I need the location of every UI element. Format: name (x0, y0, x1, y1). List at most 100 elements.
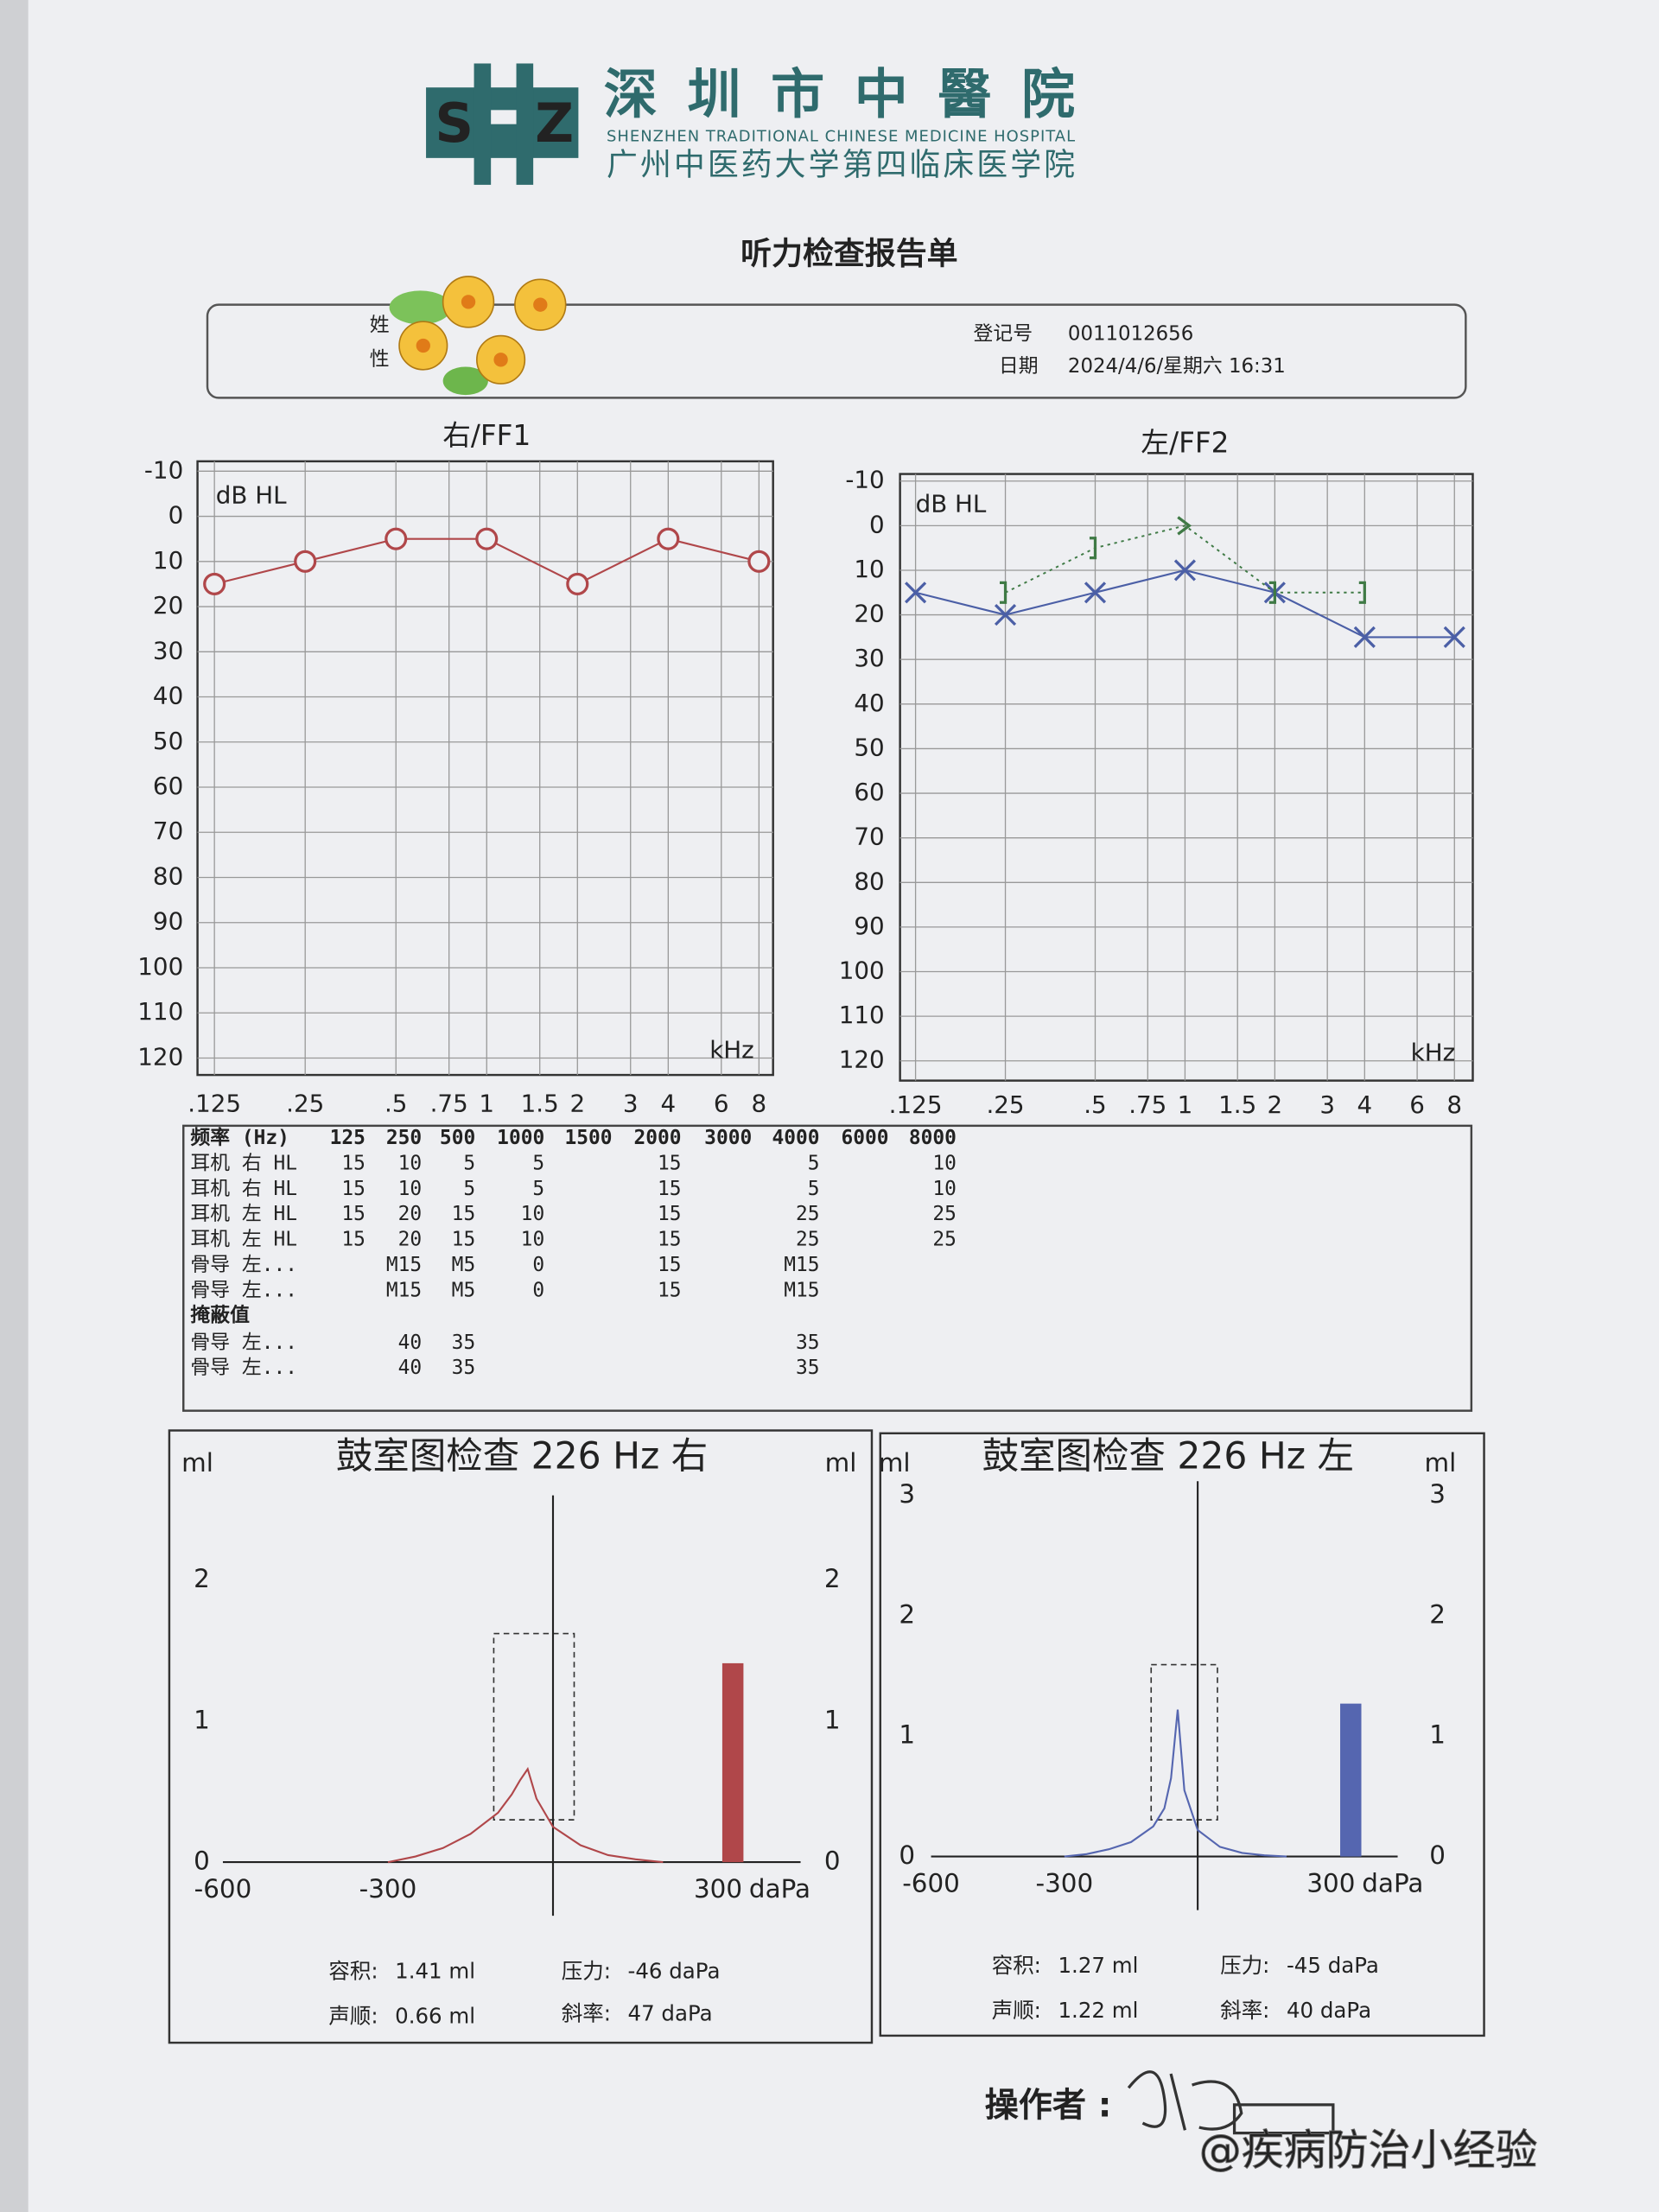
marker (1084, 582, 1107, 604)
table-cell: 5 (532, 1152, 544, 1174)
column-header: 125 (330, 1127, 365, 1149)
marker (566, 572, 589, 595)
x-tick-label: 2 (569, 1089, 585, 1117)
y-tick-label: 70 (854, 823, 884, 851)
y-tick-label: 2 (194, 1564, 210, 1593)
table-cell: 5 (463, 1152, 475, 1174)
row-label: 耳机 左 HL (190, 1229, 297, 1251)
stat-value: 1.22 ml (1058, 1998, 1138, 2023)
paper (28, 0, 1659, 2212)
table-cell: 25 (932, 1203, 957, 1225)
y-tick-label: 80 (153, 862, 183, 891)
y-tick-label: 20 (854, 600, 884, 628)
y-tick-label: 120 (839, 1046, 885, 1074)
marker (1000, 581, 1007, 604)
y-tick-label: 40 (153, 682, 183, 710)
y-tick-label: 1 (194, 1705, 210, 1734)
stat-label: 声顺: (328, 2004, 378, 2029)
date-label: 日期 (999, 355, 1039, 378)
row-label: 骨导 左... (190, 1332, 297, 1354)
x-tick-label: 2 (1268, 1090, 1283, 1119)
y-tick-label: 20 (153, 591, 183, 620)
volume-bar (1340, 1703, 1362, 1857)
flower-sticker (389, 276, 567, 396)
table-cell: M15 (386, 1279, 422, 1301)
row-label: 掩蔽值 (190, 1304, 250, 1327)
x-tick-label: 300 (1306, 1869, 1355, 1898)
row-label: 骨导 左... (190, 1279, 297, 1301)
table-cell: 5 (808, 1178, 820, 1200)
column-header: 频率 (Hz) (190, 1126, 289, 1149)
stat-label: 压力: (1220, 1953, 1269, 1978)
stat-value: -45 daPa (1287, 1953, 1379, 1978)
table-cell: M15 (784, 1279, 819, 1301)
x-tick-label: -600 (902, 1869, 960, 1898)
y-tick-label: 30 (153, 636, 183, 664)
table-cell: 15 (341, 1203, 365, 1225)
y-tick-label: 0 (194, 1847, 210, 1876)
y-tick-label: 0 (899, 1840, 915, 1870)
x-tick-label: 8 (752, 1089, 767, 1117)
y-tick-label: 10 (153, 546, 183, 575)
table-cell: 15 (452, 1229, 476, 1251)
y-tick-label: 110 (839, 1001, 885, 1029)
unit-label: dB HL (916, 489, 987, 518)
y-tick-label: 70 (153, 817, 183, 845)
marker (1353, 626, 1376, 648)
table-cell: 15 (452, 1203, 476, 1225)
table-cell: 15 (341, 1152, 365, 1174)
logo-letter: S (435, 92, 474, 155)
reg-label: 登记号 (974, 322, 1033, 345)
operator-label: 操作者 : (985, 2087, 1112, 2126)
marker (1358, 581, 1366, 604)
table-cell: 5 (532, 1178, 544, 1200)
y-axis-label: ml (825, 1448, 857, 1478)
x-tick-label: 1.5 (1218, 1090, 1256, 1119)
column-header: 3000 (704, 1127, 752, 1149)
marker (1173, 559, 1197, 582)
stat-label: 容积: (328, 1958, 378, 1983)
y-tick-label: 50 (854, 733, 884, 761)
volume-bar (721, 1662, 744, 1863)
x-tick-label: 4 (1357, 1090, 1372, 1119)
marker (657, 527, 680, 550)
y-axis-label: ml (1425, 1448, 1457, 1478)
table-cell: 10 (521, 1229, 545, 1251)
x-tick-label: 1.5 (521, 1089, 559, 1117)
table-cell: 35 (796, 1332, 820, 1354)
marker (203, 572, 226, 595)
logo: S Z (426, 63, 579, 185)
marker (994, 604, 1017, 626)
audiogram-title: 右/FF1 (442, 419, 531, 452)
table-cell: 35 (452, 1332, 476, 1354)
y-tick-label: 0 (1429, 1840, 1446, 1870)
y-tick-label: 1 (824, 1705, 841, 1734)
table-cell: M5 (452, 1254, 476, 1276)
stat-label: 斜率: (1220, 1998, 1269, 2023)
table-cell: 10 (521, 1203, 545, 1225)
marker (475, 527, 499, 550)
column-header: 250 (386, 1127, 422, 1149)
table-cell: 15 (341, 1229, 365, 1251)
y-tick-label: 40 (854, 689, 884, 717)
table-cell: 15 (658, 1254, 682, 1276)
y-tick-label: 90 (153, 907, 183, 936)
table-cell: 35 (452, 1357, 476, 1379)
stat-label: 压力: (562, 1958, 611, 1983)
x-tick-label: 8 (1446, 1090, 1462, 1119)
row-label: 耳机 右 HL (190, 1178, 297, 1200)
date: 2024/4/6/星期六 16:31 (1068, 355, 1286, 378)
signature (1127, 2070, 1335, 2135)
table-cell: 25 (796, 1203, 820, 1225)
stat-label: 容积: (992, 1953, 1041, 1978)
row-label: 骨导 左... (190, 1254, 297, 1276)
x-tick-label: 3 (1319, 1090, 1335, 1119)
y-tick-label: 60 (854, 778, 884, 806)
x-tick-label: 4 (661, 1089, 677, 1117)
plot-frame (899, 473, 1474, 1082)
stat-value: 40 daPa (1287, 1998, 1371, 2023)
y-tick-label: 100 (137, 952, 183, 981)
series-line (1005, 524, 1365, 594)
y-tick-label: 90 (854, 912, 884, 940)
